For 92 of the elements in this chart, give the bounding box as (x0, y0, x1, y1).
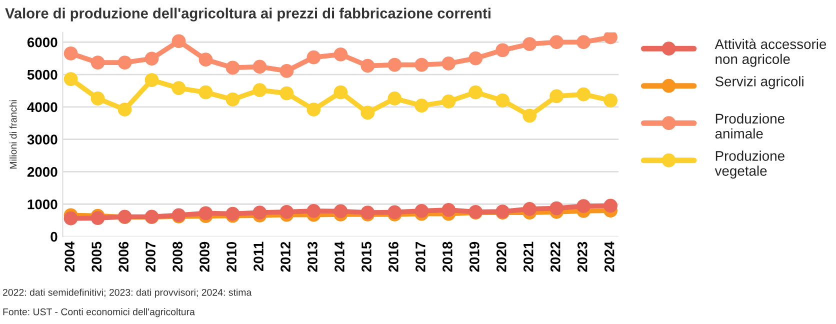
y-tick-label: 5000 (27, 70, 58, 80)
point (226, 60, 240, 75)
point (90, 211, 105, 225)
point (388, 92, 402, 106)
legend-label: Produzione vegetale (714, 150, 784, 179)
legend-label: Attività accessorie non agricole (714, 38, 826, 67)
point (522, 202, 537, 216)
x-tick-label: 2009 (200, 242, 210, 272)
point (306, 204, 321, 218)
x-tick-label: 2005 (92, 242, 102, 272)
point (198, 52, 213, 67)
x-tick-label: 2010 (226, 242, 236, 272)
point (604, 32, 618, 44)
point (306, 102, 321, 116)
point (252, 60, 267, 74)
point (118, 102, 132, 116)
y-axis-title: Milioni di franchi (10, 100, 17, 169)
legend-label: Servizi agricoli (715, 76, 804, 90)
point (414, 58, 429, 72)
x-tick-label: 2011 (254, 242, 264, 272)
y-tick-label: 0 (50, 232, 58, 242)
point (550, 201, 564, 216)
text: 2022: dati semidefinitivi; 2023: dati provvisori; 2024: stima (2, 288, 252, 298)
point (576, 35, 590, 50)
x-tick-label: 2018 (442, 242, 452, 272)
point (252, 83, 267, 98)
point (334, 204, 348, 218)
x-tick-label: 2024 (604, 241, 614, 272)
point (306, 50, 321, 64)
x-tick-label: 2013 (308, 242, 318, 272)
point (144, 52, 159, 66)
point (522, 108, 537, 123)
point (334, 85, 348, 100)
point (576, 199, 590, 214)
point (442, 94, 456, 108)
point (414, 98, 429, 113)
point (226, 92, 240, 106)
x-tick-label: 2017 (416, 242, 426, 272)
point (550, 35, 564, 50)
point (360, 58, 375, 73)
point (442, 56, 456, 70)
point (198, 206, 213, 220)
x-tick-label: 2012 (280, 242, 290, 272)
point (388, 205, 402, 220)
point (468, 51, 483, 66)
x-tick-label: 2019 (470, 242, 480, 272)
point (172, 34, 186, 48)
point (64, 46, 78, 60)
x-tick-label: 2020 (496, 242, 506, 272)
point (604, 198, 618, 213)
y-tick-label: 2000 (27, 167, 58, 177)
point (550, 89, 564, 104)
y-tick-label: 6000 (27, 37, 58, 48)
x-tick-label: 2015 (362, 242, 372, 272)
point (388, 58, 402, 72)
x-tick-label: 2016 (388, 242, 398, 272)
point (604, 93, 618, 108)
y-tick-label: 3000 (27, 134, 58, 145)
point (198, 85, 213, 100)
point (496, 43, 510, 58)
point (280, 64, 294, 78)
y-tick-label: 4000 (27, 102, 58, 112)
point (90, 92, 105, 106)
point (90, 56, 105, 70)
point (172, 81, 186, 96)
point (64, 72, 78, 86)
point (442, 203, 456, 217)
point (144, 73, 159, 87)
x-tick-label: 2014 (334, 241, 344, 272)
x-tick-label: 2008 (172, 242, 182, 272)
point (360, 106, 375, 120)
point (280, 86, 294, 100)
point (522, 37, 537, 52)
point (252, 206, 267, 220)
point (64, 211, 78, 226)
point (118, 56, 132, 70)
source-note: Fonte: UST - Conti economici dell'agricoltura (3, 308, 195, 318)
x-tick-label: 2007 (146, 242, 156, 272)
x-tick-label: 2006 (118, 242, 128, 272)
point (576, 87, 590, 102)
point (280, 204, 294, 219)
point (468, 85, 483, 100)
chart-title: Valore di produzione dell'agricoltura ai prezzi di fabbricazione correnti (5, 8, 490, 22)
x-tick-label: 2022 (550, 242, 560, 272)
x-tick-label: 2004 (64, 241, 75, 272)
point (414, 204, 429, 218)
point (496, 93, 510, 108)
x-tick-label: 2023 (577, 242, 588, 272)
y-tick-label: 1000 (28, 199, 58, 210)
point (334, 47, 348, 62)
x-tick-label: 2021 (523, 242, 534, 272)
legend-label: Produzione animale (715, 113, 784, 139)
